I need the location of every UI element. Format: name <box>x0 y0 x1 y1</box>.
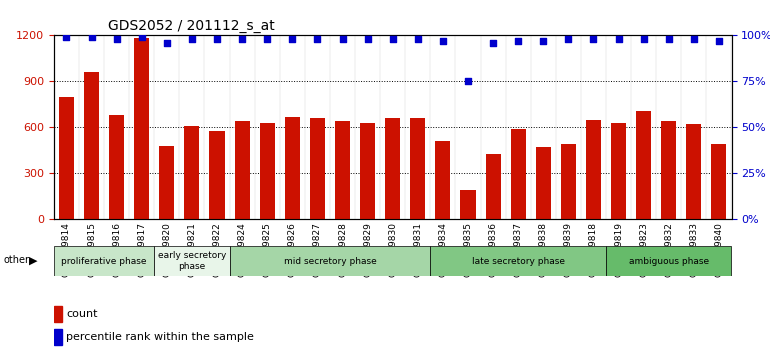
Bar <box>360 123 375 219</box>
Text: GDS2052 / 201112_s_at: GDS2052 / 201112_s_at <box>108 19 275 33</box>
Point <box>161 40 173 46</box>
Bar <box>561 144 576 219</box>
Text: mid secretory phase: mid secretory phase <box>283 257 377 266</box>
Bar <box>410 118 425 219</box>
FancyBboxPatch shape <box>54 246 154 276</box>
Point <box>588 36 600 42</box>
Point <box>537 38 550 44</box>
Point <box>136 34 148 40</box>
Bar <box>109 115 124 219</box>
Bar <box>159 146 174 219</box>
Text: ambiguous phase: ambiguous phase <box>628 257 709 266</box>
Point <box>663 36 675 42</box>
Point <box>437 38 449 44</box>
Point <box>713 38 725 44</box>
Point <box>85 34 98 40</box>
Text: other: other <box>4 255 30 265</box>
Bar <box>259 123 275 219</box>
Point <box>336 36 349 42</box>
Point <box>261 36 273 42</box>
Point <box>612 36 624 42</box>
Point <box>562 36 574 42</box>
Point <box>688 36 700 42</box>
Bar <box>486 154 500 219</box>
Bar <box>285 117 300 219</box>
Bar <box>54 329 62 345</box>
Bar <box>661 121 676 219</box>
Point <box>512 38 524 44</box>
Bar <box>235 121 249 219</box>
Bar <box>54 306 62 321</box>
Bar <box>511 129 526 219</box>
Bar <box>435 141 450 219</box>
Text: late secretory phase: late secretory phase <box>472 257 564 266</box>
Bar <box>536 147 551 219</box>
Bar <box>711 144 726 219</box>
Point <box>236 36 248 42</box>
Point <box>110 36 122 42</box>
Point <box>311 36 323 42</box>
FancyBboxPatch shape <box>154 246 229 276</box>
Point <box>211 36 223 42</box>
Bar <box>586 120 601 219</box>
Bar <box>209 131 225 219</box>
Text: ▶: ▶ <box>29 255 38 265</box>
Text: count: count <box>66 309 98 319</box>
Point <box>638 36 650 42</box>
Bar <box>59 97 74 219</box>
Text: proliferative phase: proliferative phase <box>62 257 147 266</box>
FancyBboxPatch shape <box>229 246 430 276</box>
Point <box>186 36 198 42</box>
Bar <box>460 190 476 219</box>
Point <box>412 36 424 42</box>
Bar <box>310 118 325 219</box>
Bar <box>335 121 350 219</box>
Bar <box>184 126 199 219</box>
Point <box>387 36 399 42</box>
Bar <box>134 39 149 219</box>
Text: early secretory
phase: early secretory phase <box>158 251 226 271</box>
Bar <box>636 110 651 219</box>
FancyBboxPatch shape <box>606 246 732 276</box>
Bar <box>611 123 626 219</box>
Bar <box>385 118 400 219</box>
Point <box>286 36 299 42</box>
Point <box>361 36 373 42</box>
Text: percentile rank within the sample: percentile rank within the sample <box>66 332 254 342</box>
Point <box>60 34 72 40</box>
Bar <box>686 124 701 219</box>
Point <box>462 79 474 84</box>
Point <box>487 40 499 46</box>
FancyBboxPatch shape <box>430 246 606 276</box>
Bar <box>84 72 99 219</box>
